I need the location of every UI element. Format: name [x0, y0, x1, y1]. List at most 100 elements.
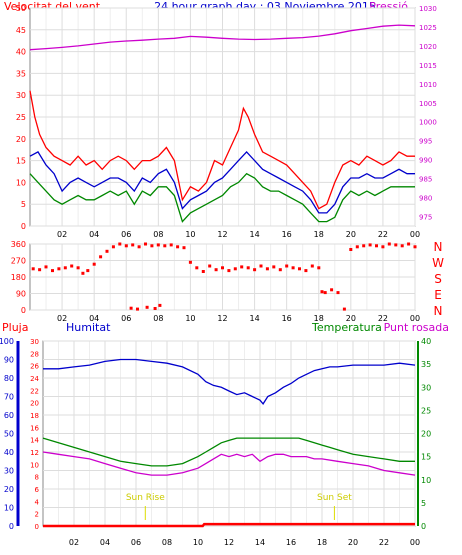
direction-point [304, 269, 308, 273]
humidity-y-tick: 30 [4, 467, 14, 476]
rain-y-tick: 22 [30, 387, 39, 395]
direction-x-tick: 06 [121, 314, 131, 323]
humidity-x-tick: 08 [162, 538, 172, 547]
humidity-x-tick: 06 [131, 538, 141, 547]
wind-x-tick: 00 [410, 230, 420, 239]
humidity-y-tick: 20 [4, 485, 14, 494]
pressure-y-tick: 1000 [419, 119, 437, 127]
direction-label-n-top: N [434, 240, 443, 254]
direction-point [233, 267, 237, 271]
temperature-title: Temperatura [311, 321, 382, 334]
direction-point [51, 269, 54, 273]
wind-x-tick: 16 [282, 230, 292, 239]
direction-x-tick: 16 [282, 314, 292, 323]
direction-point [201, 270, 205, 273]
rain-title: Pluja [2, 321, 28, 334]
direction-point [156, 243, 160, 247]
temperature-y-tick: 30 [421, 383, 431, 392]
direction-x-tick: 10 [185, 314, 195, 323]
direction-x-tick: 22 [378, 314, 388, 323]
direction-point [291, 266, 295, 270]
rain-y-tick: 0 [35, 523, 39, 531]
direction-point [323, 291, 327, 295]
temperature-y-tick: 25 [421, 406, 431, 415]
direction-point [150, 244, 154, 248]
direction-point [99, 255, 103, 259]
direction-point [400, 244, 404, 248]
direction-point [349, 248, 353, 251]
temperature-y-tick: 10 [421, 476, 431, 485]
direction-point [381, 245, 385, 249]
humidity-y-tick: 80 [4, 374, 14, 383]
humidity-x-tick: 16 [286, 538, 296, 547]
direction-point [355, 245, 359, 249]
temperature-y-tick: 40 [421, 337, 431, 346]
pressure-y-tick: 980 [419, 195, 432, 203]
humidity-x-tick: 02 [69, 538, 79, 547]
direction-point [38, 268, 42, 272]
direction-point [413, 245, 417, 249]
pressure-y-tick: 985 [419, 176, 432, 184]
rain-y-tick: 16 [30, 424, 39, 432]
direction-y-tick: 0 [21, 306, 26, 315]
wind-y-tick: 45 [16, 26, 26, 35]
series-mitjana [29, 150, 415, 214]
rain-y-tick: 20 [30, 400, 39, 408]
direction-point [394, 243, 398, 247]
humidity-x-tick: 04 [100, 538, 110, 547]
temperature-y-tick: 20 [421, 430, 431, 439]
direction-point [136, 307, 139, 311]
humidity-x-tick: 10 [193, 538, 203, 547]
wind-x-tick: 06 [121, 230, 131, 239]
direction-point [362, 244, 366, 248]
sun-set-label: Sun Set [317, 493, 352, 503]
direction-point [265, 267, 269, 271]
temperature-y-tick: 5 [421, 499, 426, 508]
direction-point [131, 243, 135, 247]
direction-point [153, 307, 157, 310]
direction-point [111, 245, 115, 249]
wind-y-tick: 35 [16, 69, 26, 78]
direction-point [278, 268, 282, 272]
direction-x-tick: 12 [217, 314, 227, 323]
wind-x-tick: 14 [249, 230, 259, 239]
rain-y-tick: 8 [35, 474, 39, 482]
direction-label-s: S [434, 272, 442, 286]
humidity-title: Humitat [66, 321, 111, 334]
humidity-y-tick: 0 [9, 522, 14, 531]
direction-point [375, 244, 378, 248]
direction-point [176, 245, 180, 249]
wind-y-tick: 20 [16, 135, 26, 144]
direction-point [44, 265, 48, 269]
rain-y-tick: 18 [30, 412, 39, 420]
wind-x-tick: 18 [314, 230, 324, 239]
direction-point [208, 264, 212, 268]
direction-x-tick: 02 [57, 314, 67, 323]
direction-x-tick: 20 [346, 314, 356, 323]
wind-x-tick: 04 [89, 230, 99, 239]
direction-label-e: E [434, 288, 442, 302]
direction-y-tick: 180 [11, 273, 26, 282]
direction-point [342, 307, 346, 311]
wind-x-tick: 02 [57, 230, 67, 239]
wind-x-tick: 22 [378, 230, 388, 239]
direction-point [368, 243, 372, 247]
pressure-y-tick: 975 [419, 214, 432, 222]
humidity-y-tick: 70 [4, 393, 14, 402]
series-humitat [43, 358, 416, 405]
direction-point [124, 244, 128, 248]
humidity-x-tick: 20 [348, 538, 358, 547]
series-velocitat-del-vent [29, 90, 415, 210]
direction-point [246, 266, 250, 270]
humidity-y-tick: 50 [4, 430, 14, 439]
direction-point [240, 265, 244, 269]
direction-label-n-bottom: N [434, 304, 443, 318]
rain-y-tick: 10 [30, 461, 39, 469]
pressure-y-tick: 1010 [419, 81, 437, 89]
humidity-x-tick: 22 [379, 538, 389, 547]
rain-y-tick: 14 [30, 437, 39, 445]
direction-point [336, 291, 340, 295]
pressure-y-tick: 990 [419, 157, 432, 165]
direction-point [129, 306, 133, 310]
direction-point [31, 267, 35, 271]
